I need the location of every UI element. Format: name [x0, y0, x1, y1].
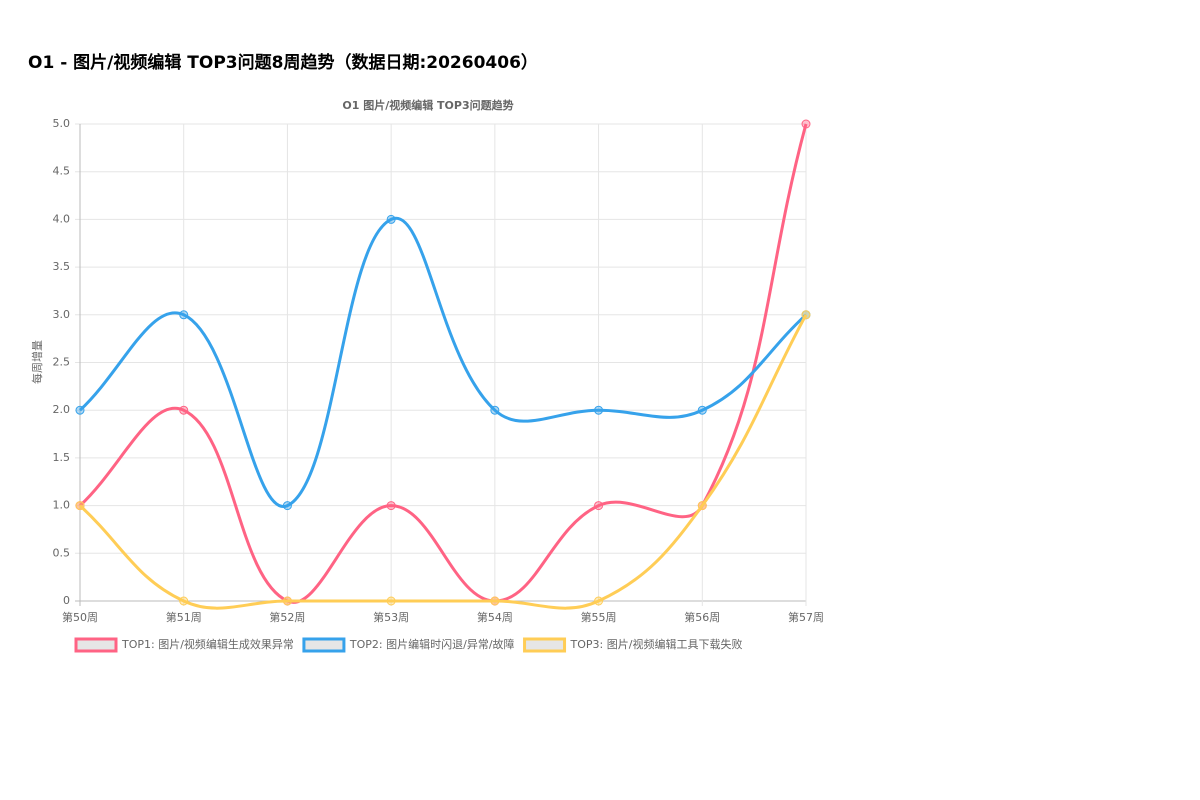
data-point — [282, 501, 292, 511]
x-tick-label: 第50周 — [62, 610, 98, 624]
data-point — [282, 596, 292, 606]
x-tick-label: 第57周 — [788, 610, 824, 624]
x-tick-label: 第53周 — [373, 610, 409, 624]
y-tick-label: 4.0 — [53, 212, 71, 225]
y-tick-label: 0.5 — [53, 546, 71, 559]
data-point — [594, 596, 604, 606]
data-point — [386, 501, 396, 511]
chart-title: O1 图片/视频编辑 TOP3问题趋势 — [342, 98, 513, 112]
legend-label: TOP1: 图片/视频编辑生成效果异常 — [121, 637, 294, 651]
x-tick-label: 第56周 — [684, 610, 720, 624]
data-point — [386, 596, 396, 606]
y-tick-label: 4.5 — [53, 165, 71, 178]
data-point — [490, 405, 500, 415]
y-tick-label: 1.5 — [53, 451, 71, 464]
legend-swatch — [74, 637, 118, 653]
data-point — [75, 405, 85, 415]
data-point — [386, 214, 396, 224]
data-point — [75, 501, 85, 511]
y-tick-label: 3.0 — [53, 308, 71, 321]
x-tick-label: 第55周 — [581, 610, 617, 624]
legend-label: TOP2: 图片编辑时闪退/异常/故障 — [349, 637, 515, 651]
series-line — [78, 123, 808, 604]
y-tick-label: 5.0 — [53, 117, 71, 130]
data-point — [490, 596, 500, 606]
x-tick-label: 第52周 — [269, 610, 305, 624]
data-point — [594, 501, 604, 511]
data-point — [697, 501, 707, 511]
y-tick-label: 0 — [63, 594, 70, 607]
data-point — [801, 119, 811, 129]
series-line — [78, 314, 808, 610]
x-tick-label: 第54周 — [477, 610, 513, 624]
legend-swatch — [523, 637, 567, 653]
legend-label: TOP3: 图片/视频编辑工具下载失败 — [570, 637, 743, 651]
page-title: O1 - 图片/视频编辑 TOP3问题8周趋势（数据日期:20260406） — [28, 53, 538, 73]
y-tick-label: 2.5 — [53, 356, 71, 369]
x-tick-label: 第51周 — [166, 610, 202, 624]
y-tick-label: 3.5 — [53, 260, 71, 273]
y-tick-label: 1.0 — [53, 499, 71, 512]
data-point — [594, 405, 604, 415]
data-point — [179, 596, 189, 606]
data-point — [179, 310, 189, 320]
series-line — [78, 216, 808, 508]
y-axis-label: 每周增量 — [30, 340, 44, 384]
data-point — [801, 310, 811, 320]
data-point — [179, 405, 189, 415]
legend-swatch — [302, 637, 346, 653]
data-point — [697, 405, 707, 415]
y-tick-label: 2.0 — [53, 403, 71, 416]
